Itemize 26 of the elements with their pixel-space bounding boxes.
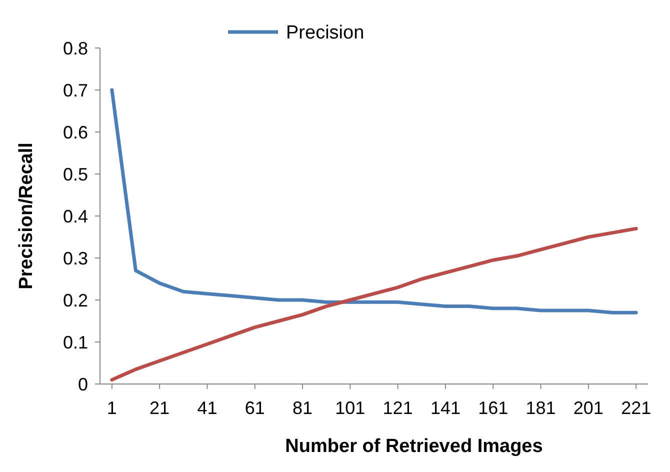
line-series [110,88,638,314]
x-tick-label: 221 [621,398,652,418]
x-tick-label: 161 [478,398,508,418]
x-tick-label: 201 [573,398,604,418]
line-series [110,226,638,382]
x-tick-label: 121 [382,398,413,418]
x-tick-label: 61 [244,398,265,418]
x-tick-label: 81 [292,398,313,418]
y-tick-label: 0.4 [62,206,88,226]
x-tick-label: 101 [335,398,366,418]
y-tick-label: 0.5 [62,164,88,184]
y-tick-label: 0 [78,374,88,394]
x-tick-label: 41 [197,398,218,418]
y-axis-title: Precision/Recall [16,142,37,290]
x-tick-label: 1 [106,398,117,418]
y-tick-label: 0.6 [62,122,88,142]
y-tick-label: 0.7 [62,80,88,100]
y-tick-label: 0.8 [62,38,88,58]
x-tick-label: 21 [150,398,170,418]
legend-label: Precision [286,22,364,44]
x-tick-label: 181 [526,398,556,418]
y-tick-label: 0.2 [62,290,88,310]
y-tick-label: 0.1 [62,332,88,352]
x-tick-label: 141 [430,398,460,418]
y-tick-label: 0.3 [62,248,88,268]
x-axis-title: Number of Retrieved Images [285,436,543,457]
